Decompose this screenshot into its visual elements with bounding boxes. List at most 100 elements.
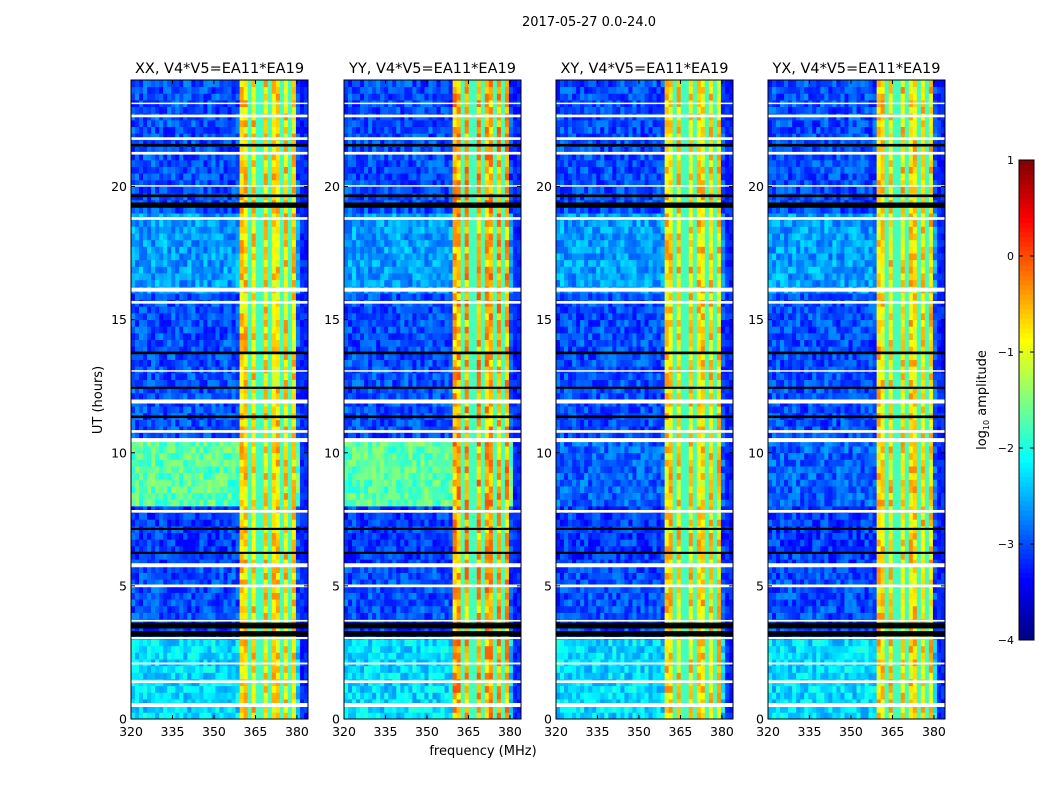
heatmap-cell [280,639,284,646]
heatmap-cell [404,692,408,699]
heatmap-cell [268,366,272,373]
heatmap-cell [268,513,272,520]
heatmap-cell [276,373,280,380]
heatmap-cell [179,652,183,659]
heatmap-cell [131,167,135,174]
heatmap-cell [396,686,400,693]
heatmap-cell [441,672,445,679]
heatmap-cell [207,233,211,240]
heatmap-cell [264,226,268,233]
heatmap-cell [248,639,252,646]
heatmap-cell [207,246,211,253]
heatmap-cell [195,692,199,699]
heatmap-cell [171,459,175,466]
heatmap-cell [404,613,408,620]
heatmap-cell [183,260,187,267]
heatmap-cell [207,646,211,653]
heatmap-cell [264,293,268,300]
heatmap-cell [228,493,232,500]
heatmap-cell [252,326,256,333]
heatmap-cell [268,486,272,493]
heatmap-cell [288,406,292,413]
heatmap-cell [159,293,163,300]
heatmap-cell [412,613,416,620]
heatmap-cell [276,446,280,453]
heatmap-cell [296,692,300,699]
heatmap-cell [151,306,155,313]
heatmap-cell [183,360,187,367]
heatmap-cell [211,293,215,300]
heatmap-cell [388,666,392,673]
heatmap-cell [469,613,473,620]
heatmap-cell [228,593,232,600]
heatmap-cell [220,233,224,240]
heatmap-cell [228,313,232,320]
heatmap-cell [296,246,300,253]
heatmap-cell [135,280,139,287]
heatmap-cell [171,606,175,613]
heatmap-cell [228,606,232,613]
heatmap-cell [400,666,404,673]
heatmap-cell [183,519,187,526]
heatmap-cell [296,486,300,493]
heatmap-cell [207,652,211,659]
heatmap-cell [284,220,288,227]
heatmap-cell [211,486,215,493]
heatmap-cell [368,666,372,673]
heatmap-cell [135,613,139,620]
heatmap-cell [240,266,244,273]
heatmap-cell [143,93,147,100]
heatmap-cell [437,652,441,659]
heatmap-cell [199,366,203,373]
heatmap-cell [175,466,179,473]
heatmap-cell [159,393,163,400]
heatmap-cell [256,173,260,180]
heatmap-cell [284,652,288,659]
heatmap-cell [348,606,352,613]
heatmap-cell [135,360,139,367]
heatmap-cell [155,266,159,273]
heatmap-cell [441,692,445,699]
heatmap-cell [224,120,228,127]
heatmap-cell [404,686,408,693]
heatmap-cell [171,519,175,526]
heatmap-cell [268,280,272,287]
heatmap-cell [276,493,280,500]
heatmap-cell [207,533,211,540]
heatmap-cell [232,120,236,127]
heatmap-cell [139,266,143,273]
heatmap-cell [179,573,183,580]
heatmap-cell [260,692,264,699]
heatmap-cell [135,533,139,540]
heatmap-cell [513,652,517,659]
heatmap-cell [159,360,163,367]
heatmap-cell [232,333,236,340]
heatmap-cell [151,80,155,87]
heatmap-cell [215,326,219,333]
heatmap-cell [175,499,179,506]
heatmap-cell [215,380,219,387]
heatmap-cell [256,539,260,546]
heatmap-cell [260,499,264,506]
heatmap-cell [147,266,151,273]
heatmap-cell [155,80,159,87]
heatmap-cell [292,340,296,347]
heatmap-cell [211,533,215,540]
heatmap-cell [236,499,240,506]
heatmap-cell [348,613,352,620]
flagged-row-white [131,680,308,683]
heatmap-cell [147,313,151,320]
heatmap-cell [232,93,236,100]
heatmap-cell [175,87,179,94]
heatmap-cell [252,366,256,373]
heatmap-cell [191,646,195,653]
heatmap-cell [284,340,288,347]
heatmap-cell [449,639,453,646]
heatmap-cell [296,280,300,287]
heatmap-cell [481,672,485,679]
heatmap-cell [187,652,191,659]
heatmap-cell [199,639,203,646]
heatmap-cell [195,533,199,540]
heatmap-cell [485,613,489,620]
heatmap-cell [497,686,501,693]
